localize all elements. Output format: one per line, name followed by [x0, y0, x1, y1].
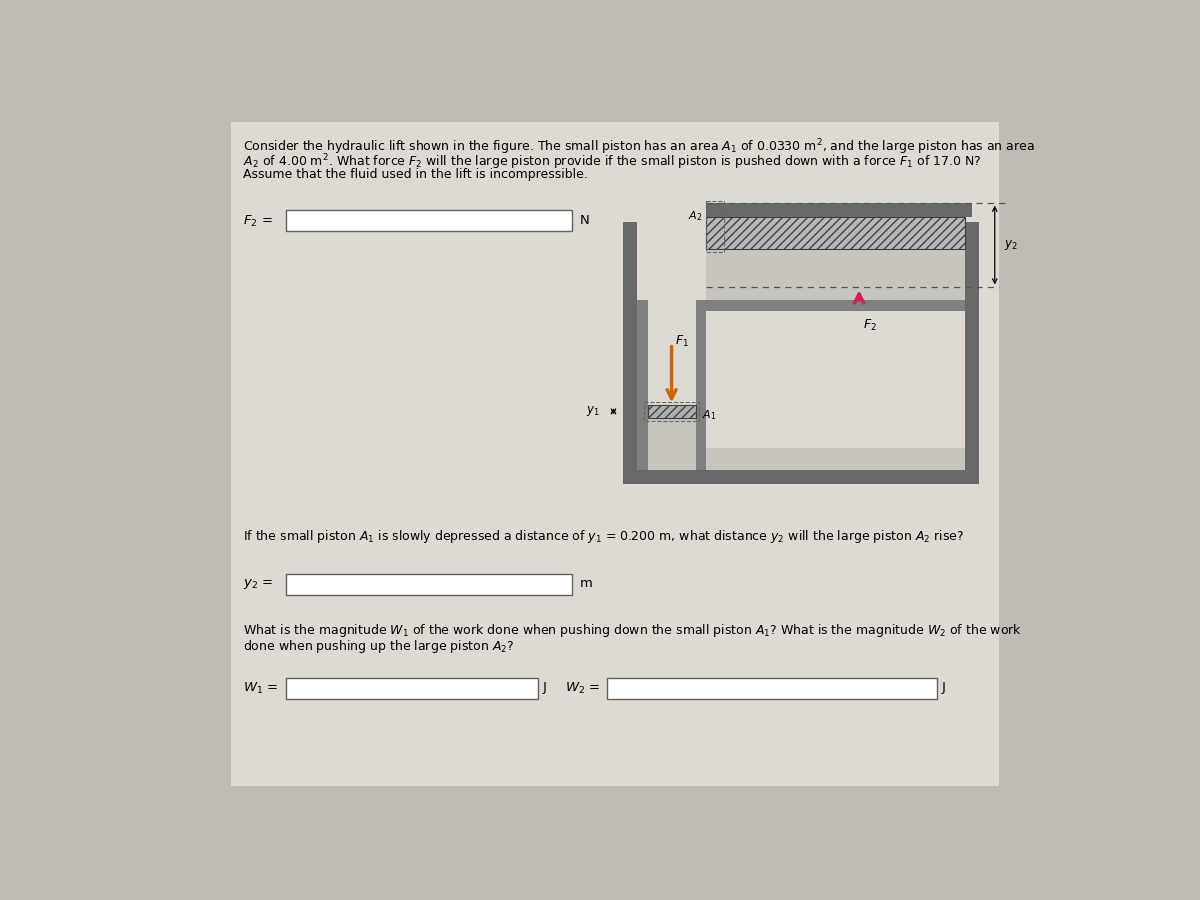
Text: Consider the hydraulic lift shown in the figure. The small piston has an area $A: Consider the hydraulic lift shown in the…	[242, 138, 1034, 157]
Bar	[286, 574, 572, 596]
Bar	[648, 405, 696, 418]
Text: $y_1$: $y_1$	[586, 404, 600, 419]
Bar	[607, 678, 937, 699]
Bar	[637, 459, 965, 470]
Bar	[232, 122, 998, 786]
Text: Assume that the fluid used in the lift is incompressible.: Assume that the fluid used in the lift i…	[242, 168, 588, 181]
Bar	[707, 202, 972, 217]
Bar	[696, 300, 707, 470]
Bar	[648, 418, 696, 470]
Text: J: J	[542, 681, 547, 694]
Bar	[707, 300, 965, 310]
Text: done when pushing up the large piston $A_2$?: done when pushing up the large piston $A…	[242, 638, 515, 655]
Text: $W_1$ =: $W_1$ =	[242, 681, 278, 696]
Text: $A_2$ of 4.00 m$^2$. What force $F_2$ will the large piston provide if the small: $A_2$ of 4.00 m$^2$. What force $F_2$ wi…	[242, 153, 982, 172]
Text: $F_1$: $F_1$	[676, 335, 689, 349]
Text: $A_2$: $A_2$	[689, 209, 702, 222]
Bar	[707, 217, 965, 249]
Text: $y_2$ =: $y_2$ =	[242, 577, 274, 591]
Text: $F_2$: $F_2$	[863, 319, 877, 333]
Text: $y_2$: $y_2$	[1004, 238, 1018, 252]
Bar	[707, 249, 965, 310]
Bar	[648, 448, 965, 459]
Text: $A_1$: $A_1$	[702, 409, 716, 422]
Bar	[623, 470, 979, 484]
Text: N: N	[580, 214, 590, 228]
Text: J: J	[942, 681, 946, 694]
Bar	[623, 222, 637, 470]
Bar	[637, 300, 648, 470]
Bar	[286, 210, 572, 231]
Text: m: m	[580, 577, 593, 590]
Bar	[286, 678, 538, 699]
Text: $F_2$ =: $F_2$ =	[242, 214, 272, 230]
Text: If the small piston $A_1$ is slowly depressed a distance of $y_1$ = 0.200 m, wha: If the small piston $A_1$ is slowly depr…	[242, 527, 964, 544]
Text: $W_2$ =: $W_2$ =	[565, 681, 600, 696]
Bar	[965, 222, 979, 484]
Text: What is the magnitude $W_1$ of the work done when pushing down the small piston : What is the magnitude $W_1$ of the work …	[242, 623, 1022, 639]
